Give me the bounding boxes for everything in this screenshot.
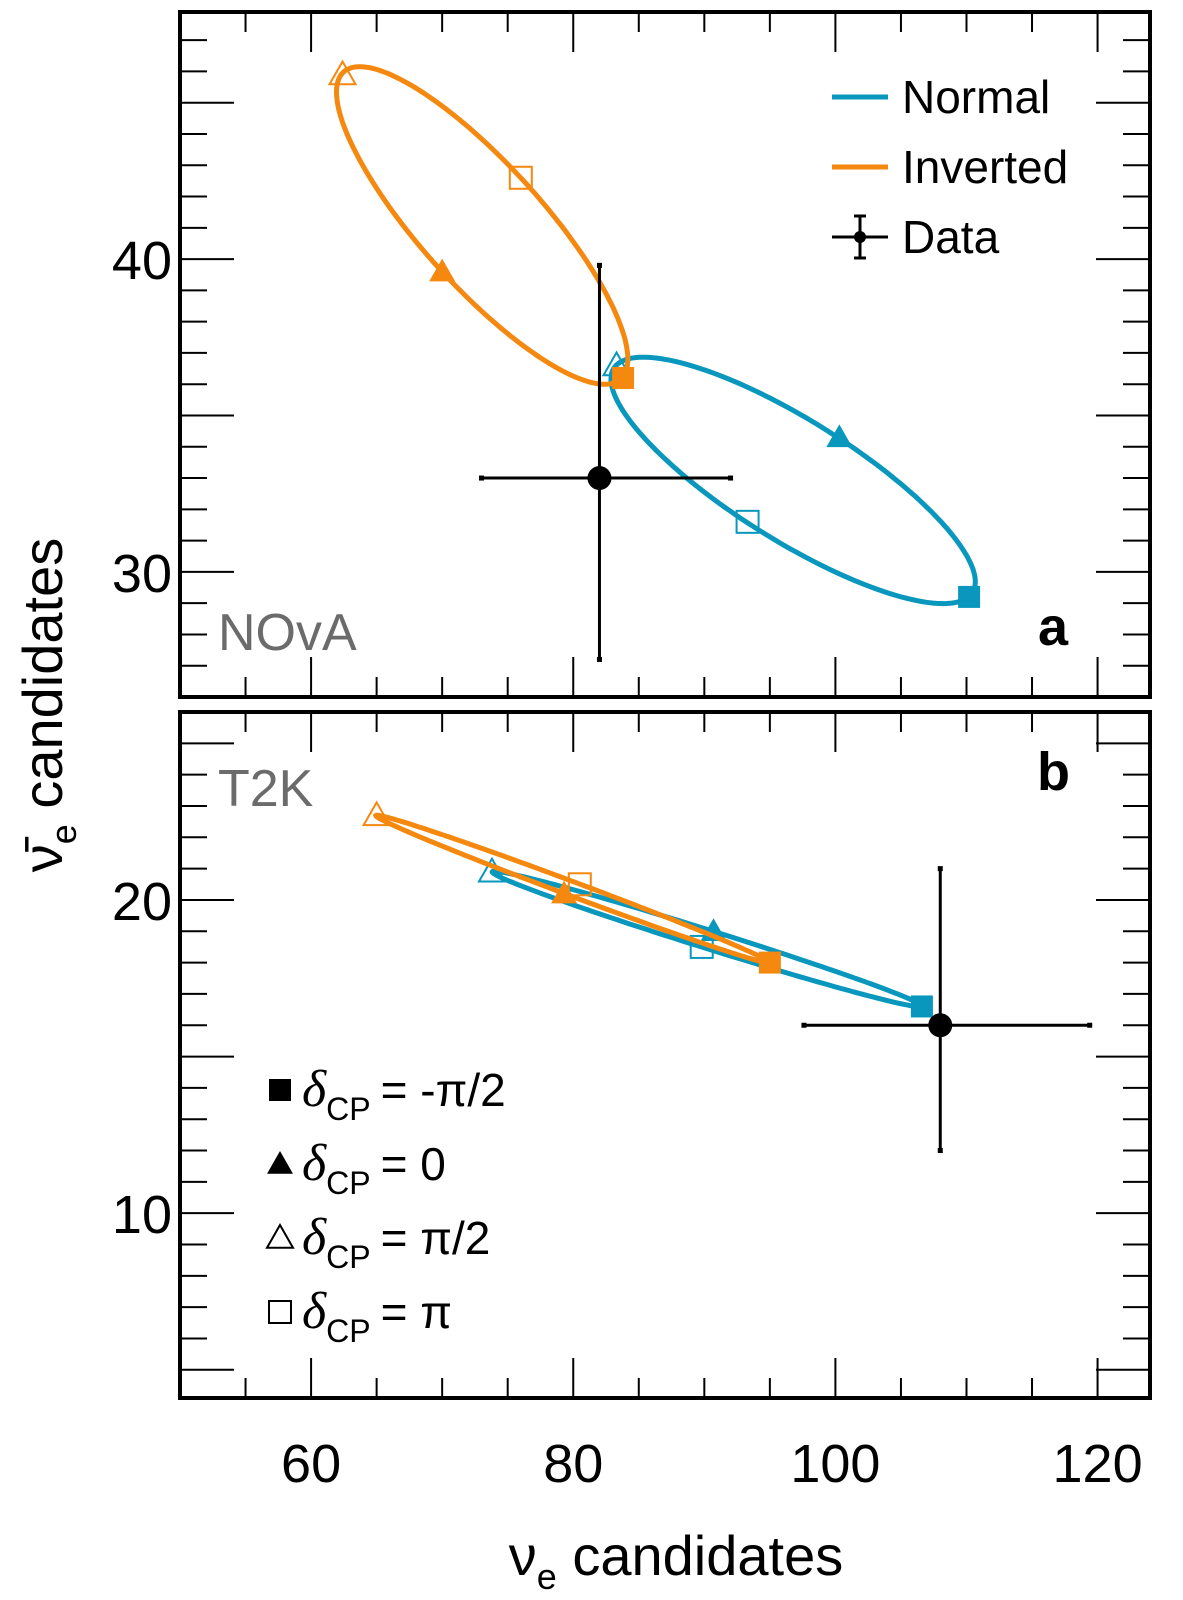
plot-frame bbox=[178, 10, 1152, 699]
legend-filled-square-icon bbox=[269, 1079, 291, 1101]
legend-label: Inverted bbox=[902, 141, 1068, 193]
legend-item-data: Data bbox=[832, 211, 1000, 263]
legend-item-normal: Normal bbox=[832, 71, 1050, 123]
delta-symbol: δ bbox=[302, 1135, 327, 1192]
plot-frame bbox=[178, 710, 1152, 1400]
error-bar-cap bbox=[728, 475, 734, 481]
y-tick-label: 20 bbox=[112, 872, 172, 932]
panel-letter: b bbox=[1037, 742, 1070, 802]
x-axis-label-symbol: ν bbox=[509, 1524, 537, 1587]
cp-subscript: CP bbox=[326, 1165, 370, 1201]
legend-marker-label: δCP = π bbox=[302, 1283, 452, 1349]
ellipse-normal bbox=[608, 354, 978, 607]
marker-delta-minus-pi-half-normal bbox=[958, 585, 981, 608]
y-axis-label-text: candidates bbox=[11, 538, 74, 824]
legend-open-square-icon bbox=[268, 1300, 292, 1324]
data-point-group bbox=[801, 866, 1093, 1154]
x-tick-label: 60 bbox=[281, 1434, 341, 1494]
legend-marker-item: δCP = π bbox=[268, 1283, 452, 1349]
legend-label: Data bbox=[902, 211, 1000, 263]
marker-delta-pi-inverted bbox=[567, 872, 592, 897]
error-bar-cap bbox=[1087, 1022, 1093, 1028]
ellipse-inverted bbox=[334, 64, 631, 387]
delta-value: = π/2 bbox=[381, 1212, 491, 1264]
data-point bbox=[928, 1013, 953, 1038]
y-tick-label: 10 bbox=[112, 1185, 172, 1245]
legend-marker-label: δCP = -π/2 bbox=[302, 1061, 506, 1127]
marker-delta-minus-pi-half-inverted bbox=[612, 366, 635, 389]
legend-marker-label: δCP = π/2 bbox=[302, 1209, 490, 1275]
error-bar-cap bbox=[596, 656, 602, 662]
experiment-label: T2K bbox=[218, 760, 314, 818]
marker-delta-pi-inverted bbox=[508, 165, 533, 190]
delta-symbol: δ bbox=[302, 1283, 327, 1340]
legend-marker-item: δCP = 0 bbox=[267, 1135, 446, 1201]
x-axis-label-text: candidates bbox=[557, 1524, 843, 1587]
error-bar-cap bbox=[937, 866, 943, 872]
y-tick-label: 40 bbox=[112, 231, 172, 291]
marker-delta-pi-half-inverted bbox=[327, 59, 358, 86]
x-axis-label-subscript: e bbox=[537, 1556, 557, 1597]
marker-delta-zero-normal bbox=[826, 424, 853, 448]
data-point bbox=[587, 466, 612, 491]
panels: 30 40 NOvA a 10 20 T2K b 60 80 100 120 Normal Inverte… bbox=[112, 10, 1152, 1494]
marker-delta-pi-half-inverted bbox=[361, 800, 392, 827]
delta-value: = 0 bbox=[381, 1138, 446, 1190]
panel-letter: a bbox=[1038, 597, 1069, 657]
legend-marker-item: δCP = π/2 bbox=[265, 1209, 490, 1275]
y-axis-label: ν̄e candidates bbox=[11, 538, 84, 872]
legend-filled-triangle-icon bbox=[267, 1151, 293, 1174]
delta-symbol: δ bbox=[302, 1209, 327, 1266]
cp-subscript: CP bbox=[326, 1239, 370, 1275]
delta-value: = π bbox=[381, 1286, 452, 1338]
error-bar-cap bbox=[478, 475, 484, 481]
error-bar-cap bbox=[801, 1022, 807, 1028]
marker-delta-minus-pi-half-normal bbox=[910, 995, 933, 1018]
experiment-label: NOvA bbox=[218, 604, 357, 662]
legend-open-triangle-icon bbox=[265, 1222, 295, 1249]
cp-subscript: CP bbox=[326, 1313, 370, 1349]
error-bar-cap bbox=[937, 1148, 943, 1154]
cp-subscript: CP bbox=[326, 1091, 370, 1127]
x-axis-label: νe candidates bbox=[509, 1524, 843, 1597]
x-tick-label: 80 bbox=[543, 1434, 603, 1494]
y-tick-label: 30 bbox=[112, 544, 172, 604]
marker-delta-minus-pi-half-inverted bbox=[758, 951, 781, 974]
delta-symbol: δ bbox=[302, 1061, 327, 1118]
panel-b: 10 20 T2K b bbox=[112, 710, 1152, 1400]
legend-data-icon bbox=[854, 231, 866, 243]
error-bar-cap bbox=[596, 262, 602, 268]
delta-value: = -π/2 bbox=[381, 1064, 506, 1116]
x-tick-label: 100 bbox=[790, 1434, 880, 1494]
data-point-group bbox=[478, 262, 734, 662]
marker-delta-pi-normal bbox=[735, 509, 760, 534]
panel-a: 30 40 NOvA a bbox=[112, 10, 1152, 699]
ellipse-inverted bbox=[372, 812, 773, 966]
y-axis-label-subscript: e bbox=[43, 824, 84, 844]
legend-item-inverted: Inverted bbox=[832, 141, 1068, 193]
marker-delta-zero-inverted bbox=[551, 880, 578, 904]
legend-label: Normal bbox=[902, 71, 1050, 123]
marker-delta-zero-inverted bbox=[429, 258, 456, 282]
x-tick-label: 120 bbox=[1053, 1434, 1143, 1494]
legend-marker-label: δCP = 0 bbox=[302, 1135, 446, 1201]
legend-hierarchy: Normal Inverted Data bbox=[832, 71, 1068, 263]
legend-marker-item: δCP = -π/2 bbox=[269, 1061, 506, 1127]
